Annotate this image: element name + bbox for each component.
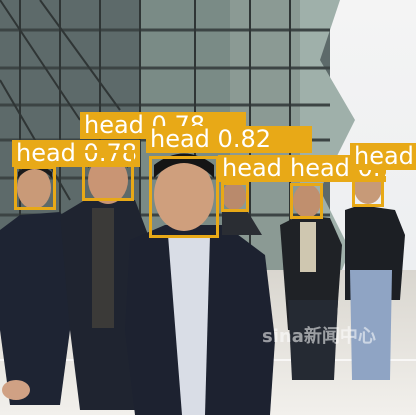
detection-box-5 [290, 183, 323, 219]
detection-box-6 [352, 177, 384, 207]
detection-label-1: head 0.78 [12, 140, 140, 167]
detection-label-3: head 0.82 [146, 126, 312, 153]
watermark: sina新闻中心 [262, 326, 376, 347]
detection-box-3 [149, 156, 219, 238]
detection-label-6: head 0.7 [350, 143, 416, 170]
detection-box-1 [14, 166, 56, 210]
detection-box-2 [82, 150, 134, 201]
detection-box-4 [221, 182, 249, 212]
